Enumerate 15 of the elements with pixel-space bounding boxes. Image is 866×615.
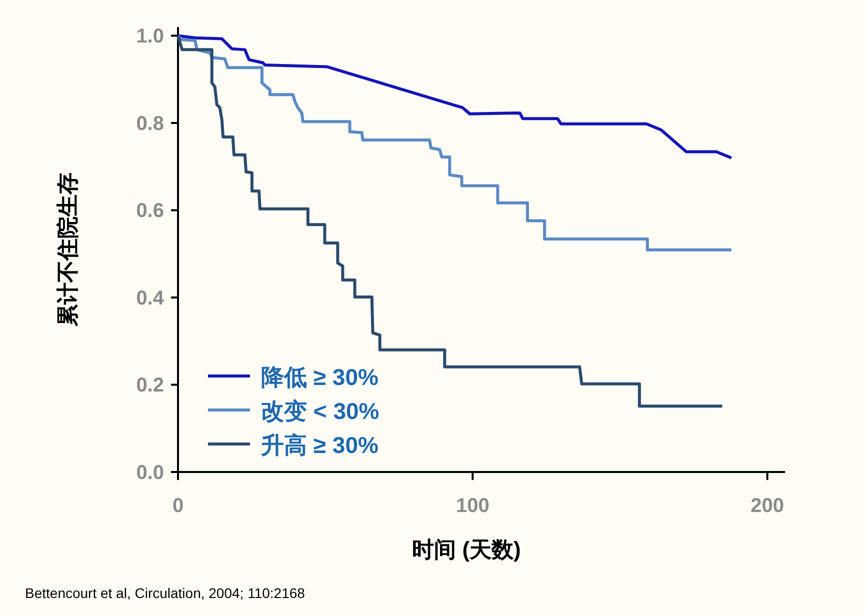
x-tick-label: 100 (456, 495, 490, 517)
x-tick-label: 200 (750, 495, 784, 517)
text: Bettencourt et al, Circulation, 2004; 110:2168 (25, 585, 306, 601)
x-tick-label: 0 (172, 495, 184, 517)
y-tick-label: 0.8 (136, 112, 164, 135)
legend-label: 升高 ≥ 30% (260, 432, 378, 458)
legend-label: 降低 ≥ 30% (261, 364, 378, 390)
y-axis-title: 累计不住院生存 (55, 172, 80, 328)
y-tick-label: 0.0 (136, 462, 164, 484)
y-tick-label: 0.2 (136, 374, 164, 397)
y-tick-label: 1.0 (136, 26, 164, 48)
legend-label: 改变 < 30% (261, 398, 380, 424)
y-tick-label: 0.6 (136, 200, 164, 222)
x-axis-title: 时间 (天数) (412, 537, 521, 562)
y-tick-label: 0.4 (136, 287, 165, 310)
